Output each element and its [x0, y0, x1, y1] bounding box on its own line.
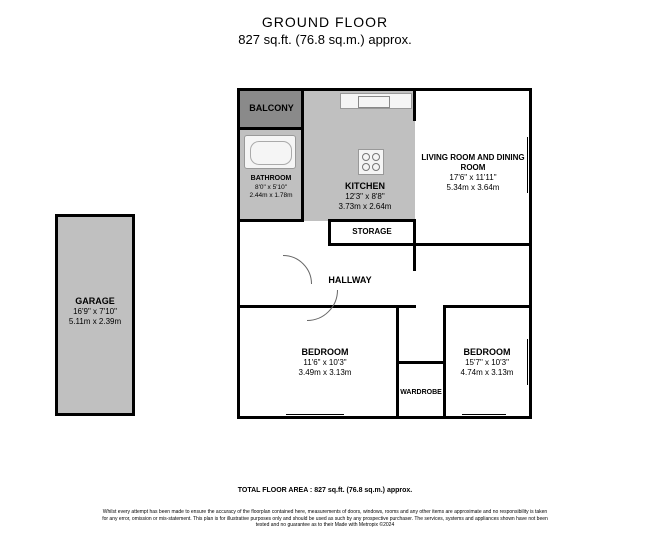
living-name: LIVING ROOM AND DINING ROOM — [418, 153, 528, 173]
floor-title: GROUND FLOOR — [0, 14, 650, 30]
main-unit: BALCONY BATHROOM 8'0" x 5'10" 2.44m x 1.… — [237, 88, 532, 419]
bathroom-imperial: 8'0" x 5'10" — [236, 184, 306, 192]
living-imperial: 17'6" x 11'11" — [418, 173, 528, 183]
garage-name: GARAGE — [55, 296, 135, 307]
window-icon — [286, 414, 344, 415]
window-icon — [527, 137, 528, 193]
living-metric: 5.34m x 3.64m — [418, 183, 528, 193]
bathroom-name: BATHROOM — [251, 175, 292, 182]
garage-metric: 5.11m x 2.39m — [55, 317, 135, 327]
mid-horizontal-wall-right — [443, 305, 529, 308]
bathroom-metric: 2.44m x 1.78m — [236, 192, 306, 200]
storage-top-wall — [328, 219, 416, 222]
sink-icon — [358, 96, 390, 108]
balcony-name: BALCONY — [240, 103, 303, 114]
kitchen-label: KITCHEN 12'3" x 8'8" 3.73m x 2.64m — [320, 181, 410, 212]
balcony-label: BALCONY — [240, 103, 303, 114]
storage-label: STORAGE — [332, 227, 412, 237]
window-icon — [237, 149, 238, 173]
living-bottom-wall-stub — [413, 243, 416, 271]
storage-right-wall — [413, 219, 416, 246]
wardrobe-name: WARDROBE — [396, 389, 446, 398]
kitchen-metric: 3.73m x 2.64m — [320, 202, 410, 212]
disclaimer-text: Whilst every attempt has been made to en… — [100, 509, 550, 528]
bedroom1-metric: 3.49m x 3.13m — [270, 368, 380, 378]
storage-left-wall — [328, 219, 331, 246]
floorplan-canvas: GROUND FLOOR 827 sq.ft. (76.8 sq.m.) app… — [0, 0, 650, 538]
bedroom2-metric: 4.74m x 3.13m — [446, 368, 528, 378]
bedroom2-label: BEDROOM 15'7" x 10'3" 4.74m x 3.13m — [446, 347, 528, 378]
kitchen-living-wall — [413, 91, 416, 121]
hallway-label: HALLWAY — [310, 275, 390, 286]
floor-subtitle: 827 sq.ft. (76.8 sq.m.) approx. — [0, 32, 650, 47]
hallway-name: HALLWAY — [310, 275, 390, 286]
storage-bottom-wall — [328, 243, 416, 246]
garage-label: GARAGE 16'9" x 7'10" 5.11m x 2.39m — [55, 296, 135, 327]
kitchen-name: KITCHEN — [320, 181, 410, 192]
living-label: LIVING ROOM AND DINING ROOM 17'6" x 11'1… — [418, 153, 528, 193]
living-bottom-wall — [413, 243, 529, 246]
wardrobe-top-wall — [396, 361, 446, 364]
window-icon — [464, 88, 508, 89]
bedroom1-imperial: 11'6" x 10'3" — [270, 358, 380, 368]
hob-ring-icon — [362, 163, 370, 171]
bedroom1-label: BEDROOM 11'6" x 10'3" 3.49m x 3.13m — [270, 347, 380, 378]
bedroom2-name: BEDROOM — [446, 347, 528, 358]
garage-imperial: 16'9" x 7'10" — [55, 307, 135, 317]
window-icon — [527, 339, 528, 385]
hob-ring-icon — [372, 163, 380, 171]
bathroom-bottom-wall — [240, 219, 304, 222]
hob-ring-icon — [372, 153, 380, 161]
bedroom2-imperial: 15'7" x 10'3" — [446, 358, 528, 368]
wardrobe-label: WARDROBE — [396, 389, 446, 398]
kitchen-imperial: 12'3" x 8'8" — [320, 192, 410, 202]
total-area-text: TOTAL FLOOR AREA : 827 sq.ft. (76.8 sq.m… — [0, 487, 650, 494]
hob-icon — [358, 149, 384, 175]
storage-name: STORAGE — [332, 227, 412, 237]
window-icon — [462, 414, 506, 415]
bathtub-inner-icon — [250, 141, 292, 165]
bathroom-label: BATHROOM 8'0" x 5'10" 2.44m x 1.78m — [236, 175, 306, 200]
bedroom1-name: BEDROOM — [270, 347, 380, 358]
hob-ring-icon — [362, 153, 370, 161]
